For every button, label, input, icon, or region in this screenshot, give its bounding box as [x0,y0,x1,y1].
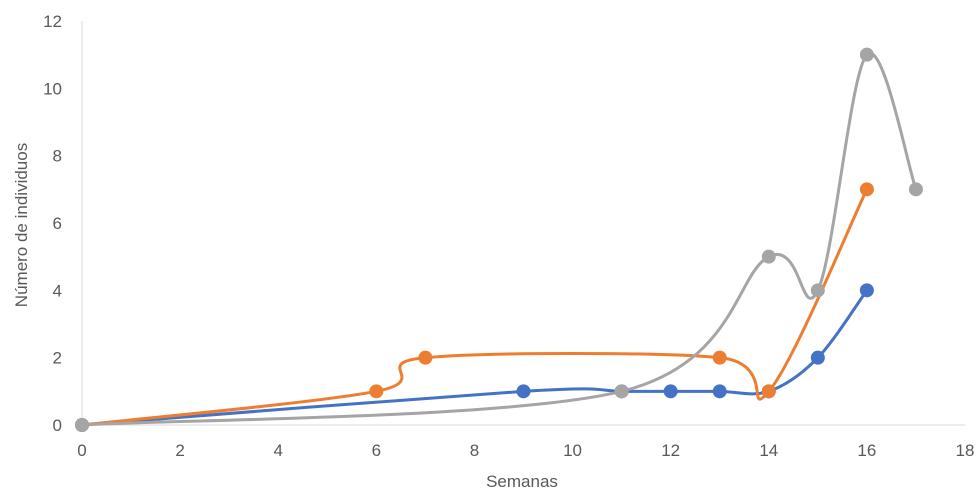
y-tick-label: 6 [53,214,62,233]
data-point-s1-4 [663,384,678,399]
x-tick-label: 16 [857,441,876,460]
data-point-s3-1 [75,418,89,432]
data-point-s1-5 [712,384,727,399]
data-point-s3-4 [810,283,825,298]
data-point-s1-8 [859,283,874,298]
x-tick-label: 10 [563,441,582,460]
x-tick-label: 8 [470,441,479,460]
series-points [75,47,923,432]
x-tick-label: 4 [273,441,282,460]
y-axis-title: Número de individuos [12,143,31,307]
data-point-s3-6 [908,182,923,197]
x-tick-label: 0 [77,441,86,460]
x-tick-label: 14 [759,441,778,460]
x-tick-label: 12 [661,441,680,460]
data-point-s1-7 [810,350,825,365]
y-tick-label: 10 [43,79,62,98]
y-tick-label: 0 [53,416,62,435]
y-tick-label: 8 [53,147,62,166]
data-point-s3-2 [614,384,629,399]
y-tick-label: 4 [53,281,62,300]
data-point-s3-5 [859,47,874,62]
x-axis-title: Semanas [486,472,558,490]
x-tick-label: 18 [956,441,975,460]
data-point-s2-6 [859,182,874,197]
x-tick-label: 2 [175,441,184,460]
series-line-3 [80,51,918,427]
data-point-s1-2 [516,384,531,399]
data-point-s2-3 [418,350,433,365]
y-tick-labels: 0 2 4 6 8 10 12 [43,12,62,435]
data-point-s3-3 [761,249,776,264]
y-tick-label: 12 [43,12,62,31]
y-tick-label: 2 [53,349,62,368]
axes [81,21,965,426]
x-tick-label: 6 [372,441,381,460]
series-line-2 [80,187,869,427]
data-point-s2-4 [712,350,727,365]
series-line-1 [80,288,869,427]
data-point-s2-5 [761,384,776,399]
data-point-s2-2 [369,384,384,399]
x-tick-labels: 0 2 4 6 8 10 12 14 16 18 [77,441,974,460]
series-lines [80,51,918,427]
